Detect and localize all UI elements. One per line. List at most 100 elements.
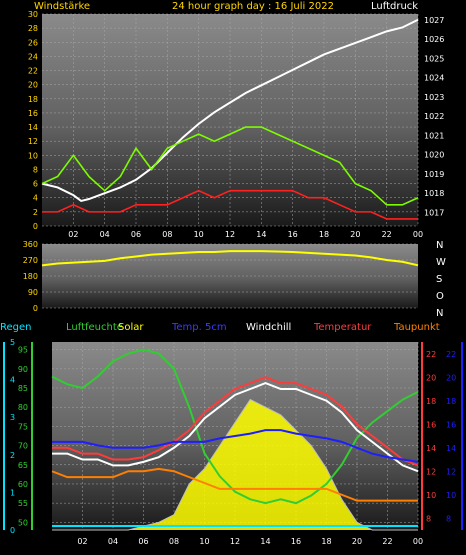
time-tick-label: 02 [77, 537, 87, 546]
humidity-tick-label: 60 [18, 480, 28, 489]
wind-tick-label: 2 [33, 208, 38, 217]
rain-tick-label: 5 [10, 338, 15, 347]
climate-series [51, 348, 419, 531]
time-tick-label: 02 [68, 230, 78, 239]
time-tick-label: 08 [169, 537, 179, 546]
wind-tick-label: 10 [28, 151, 38, 160]
wind-tick-label: 0 [33, 222, 38, 231]
time-tick-label: 12 [225, 230, 235, 239]
time-tick-label: 12 [230, 537, 240, 546]
rain-tick-label: 2 [10, 451, 15, 460]
humidity-tick-label: 75 [18, 422, 28, 431]
temp-tick-label: 18 [426, 397, 436, 406]
time-tick-label: 04 [100, 230, 110, 239]
temp5-tick-label: 12 [446, 467, 456, 476]
legend-regen: Regen [0, 322, 32, 333]
wind-tick-label: 18 [28, 95, 38, 104]
direction-tick-label: 270 [23, 256, 38, 265]
temp5-tick-label: 8 [446, 514, 451, 523]
temp-tick-label: 14 [426, 444, 436, 453]
wind-tick-label: 24 [28, 52, 38, 61]
direction-tick-label: 180 [23, 272, 38, 281]
time-axis-ticks-bottom: 02 04 06 08 10 12 14 16 18 20 22 00 [77, 537, 423, 546]
time-tick-label: 06 [138, 537, 148, 546]
pressure-tick-label: 1021 [424, 131, 444, 140]
time-tick-label: 10 [194, 230, 204, 239]
wind-tick-label: 30 [28, 10, 38, 19]
wind-tick-label: 8 [33, 165, 38, 174]
time-axis-ticks-top: 02 04 06 08 10 12 14 16 18 20 22 00 [68, 230, 423, 239]
series-windchill [52, 382, 419, 473]
series-temperature [52, 376, 419, 467]
series-wind_avg [42, 189, 418, 220]
series-wind_gust [41, 126, 419, 206]
temp5-tick-label: 16 [446, 420, 456, 429]
pressure-tick-label: 1018 [424, 189, 444, 198]
temp-tick-label: 16 [426, 420, 436, 429]
temp-tick-label: 22 [426, 350, 436, 359]
temp-tick-label: 10 [426, 491, 436, 500]
series-solar [52, 399, 418, 530]
rain-tick-label: 1 [10, 488, 15, 497]
legend-luftfeuchte: Luftfeuchte [66, 322, 123, 333]
compass-label: S [436, 274, 442, 285]
pressure-tick-label: 1024 [424, 74, 444, 83]
wind-direction-grid [42, 243, 418, 309]
humidity-tick-label: 55 [18, 499, 28, 508]
compass-label: N [436, 240, 443, 251]
temp5-tick-label: 10 [446, 491, 456, 500]
climate-axes: 0123455055606570758085909581012141618202… [3, 338, 463, 535]
rain-tick-label: 3 [10, 413, 15, 422]
series-pressure [41, 18, 419, 203]
temp5-tick-label: 22 [446, 350, 456, 359]
time-tick-label: 08 [162, 230, 172, 239]
direction-axis-ticks: 0 90 180 270 360 [23, 240, 38, 313]
time-tick-label: 16 [288, 230, 298, 239]
rain-tick-label: 4 [10, 376, 15, 385]
pressure-tick-label: 1026 [424, 35, 444, 44]
humidity-tick-label: 50 [18, 518, 28, 527]
time-tick-label: 22 [382, 230, 392, 239]
humidity-tick-label: 70 [18, 442, 28, 451]
wind-tick-label: 14 [28, 123, 38, 132]
wind-tick-label: 28 [28, 24, 38, 33]
temp5-tick-label: 14 [446, 444, 456, 453]
wind-tick-label: 6 [33, 180, 38, 189]
wind-tick-label: 26 [28, 38, 38, 47]
wind-tick-label: 22 [28, 67, 38, 76]
temp-tick-label: 12 [426, 467, 436, 476]
pressure-axis-title: Luftdruck [371, 1, 418, 12]
wind-pressure-series [41, 18, 419, 220]
time-tick-label: 00 [413, 230, 423, 239]
series-solar-curve [52, 398, 418, 531]
direction-tick-label: 90 [28, 288, 38, 297]
temp-tick-label: 8 [426, 514, 431, 523]
pressure-tick-label: 1025 [424, 54, 444, 63]
time-tick-label: 18 [321, 537, 331, 546]
wind-tick-label: 20 [28, 81, 38, 90]
wind-axis-title: Windstärke [34, 1, 90, 12]
legend-temperatur: Temperatur [313, 322, 372, 333]
compass-label: W [436, 257, 446, 268]
legend-solar: Solar [118, 322, 144, 333]
pressure-tick-label: 1022 [424, 112, 444, 121]
pressure-tick-label: 1017 [424, 209, 444, 218]
temp-tick-label: 20 [426, 373, 436, 382]
humidity-tick-label: 80 [18, 403, 28, 412]
wind-direction-series [41, 250, 419, 267]
legend-taupunkt: Taupunkt [393, 322, 440, 333]
humidity-tick-label: 85 [18, 384, 28, 393]
legend-windchill: Windchill [246, 322, 291, 333]
humidity-tick-label: 65 [18, 461, 28, 470]
series-temp5cm [52, 429, 419, 463]
legend-temp5cm: Temp. 5cm [171, 322, 227, 333]
rain-tick-label: 0 [10, 526, 15, 535]
direction-tick-label: 0 [33, 304, 38, 313]
time-tick-label: 10 [199, 537, 209, 546]
time-tick-label: 00 [413, 537, 423, 546]
time-tick-label: 22 [382, 537, 392, 546]
time-tick-label: 14 [260, 537, 270, 546]
